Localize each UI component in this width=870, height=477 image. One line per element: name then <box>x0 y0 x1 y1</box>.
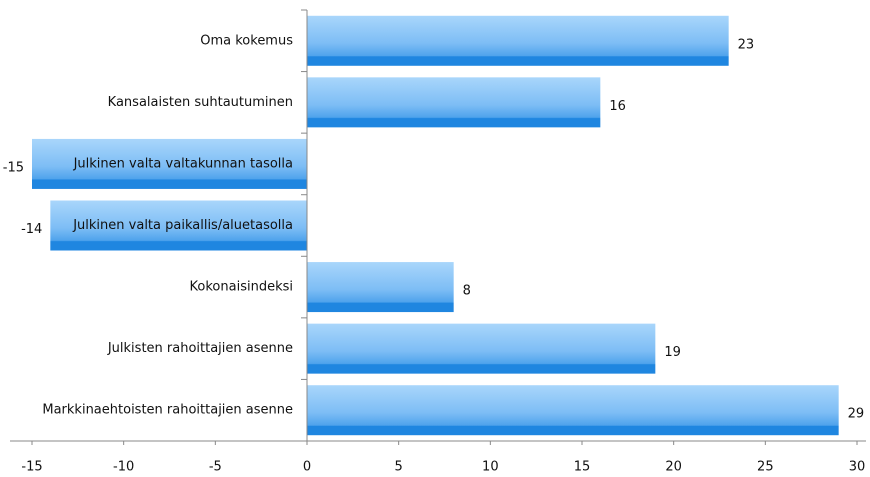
category-label: Julkinen valta valtakunnan tasolla <box>73 156 293 171</box>
value-label: 16 <box>609 99 626 114</box>
category-label: Kokonaisindeksi <box>190 280 293 295</box>
category-label: Oma kokemus <box>200 33 293 48</box>
x-tick-label: -5 <box>209 460 222 475</box>
value-label: 19 <box>664 345 681 360</box>
value-label: 8 <box>463 284 471 299</box>
x-tick-label: -15 <box>21 460 42 475</box>
value-label: 23 <box>738 37 755 52</box>
x-tick-label: 30 <box>849 460 866 475</box>
bar <box>307 385 839 436</box>
bar <box>50 200 307 251</box>
category-label: Julkinen valta paikallis/aluetasolla <box>72 218 293 233</box>
bar <box>307 262 454 313</box>
category-label: Julkisten rahoittajien asenne <box>107 341 293 356</box>
x-tick-label: -10 <box>113 460 134 475</box>
value-label: 29 <box>848 407 865 422</box>
category-label: Kansalaisten suhtautuminen <box>108 95 293 110</box>
x-tick-label: 15 <box>574 460 591 475</box>
x-tick-label: 5 <box>395 460 403 475</box>
bar <box>307 15 729 66</box>
x-tick-label: 25 <box>757 460 774 475</box>
value-label: -14 <box>21 222 42 237</box>
x-tick-label: 10 <box>482 460 499 475</box>
bar <box>307 323 656 374</box>
bar <box>307 77 601 128</box>
bar <box>32 138 307 189</box>
x-tick-label: 0 <box>303 460 311 475</box>
x-tick-label: 20 <box>665 460 682 475</box>
category-label: Markkinaehtoisten rahoittajien asenne <box>42 403 293 418</box>
value-label: -15 <box>3 160 24 175</box>
